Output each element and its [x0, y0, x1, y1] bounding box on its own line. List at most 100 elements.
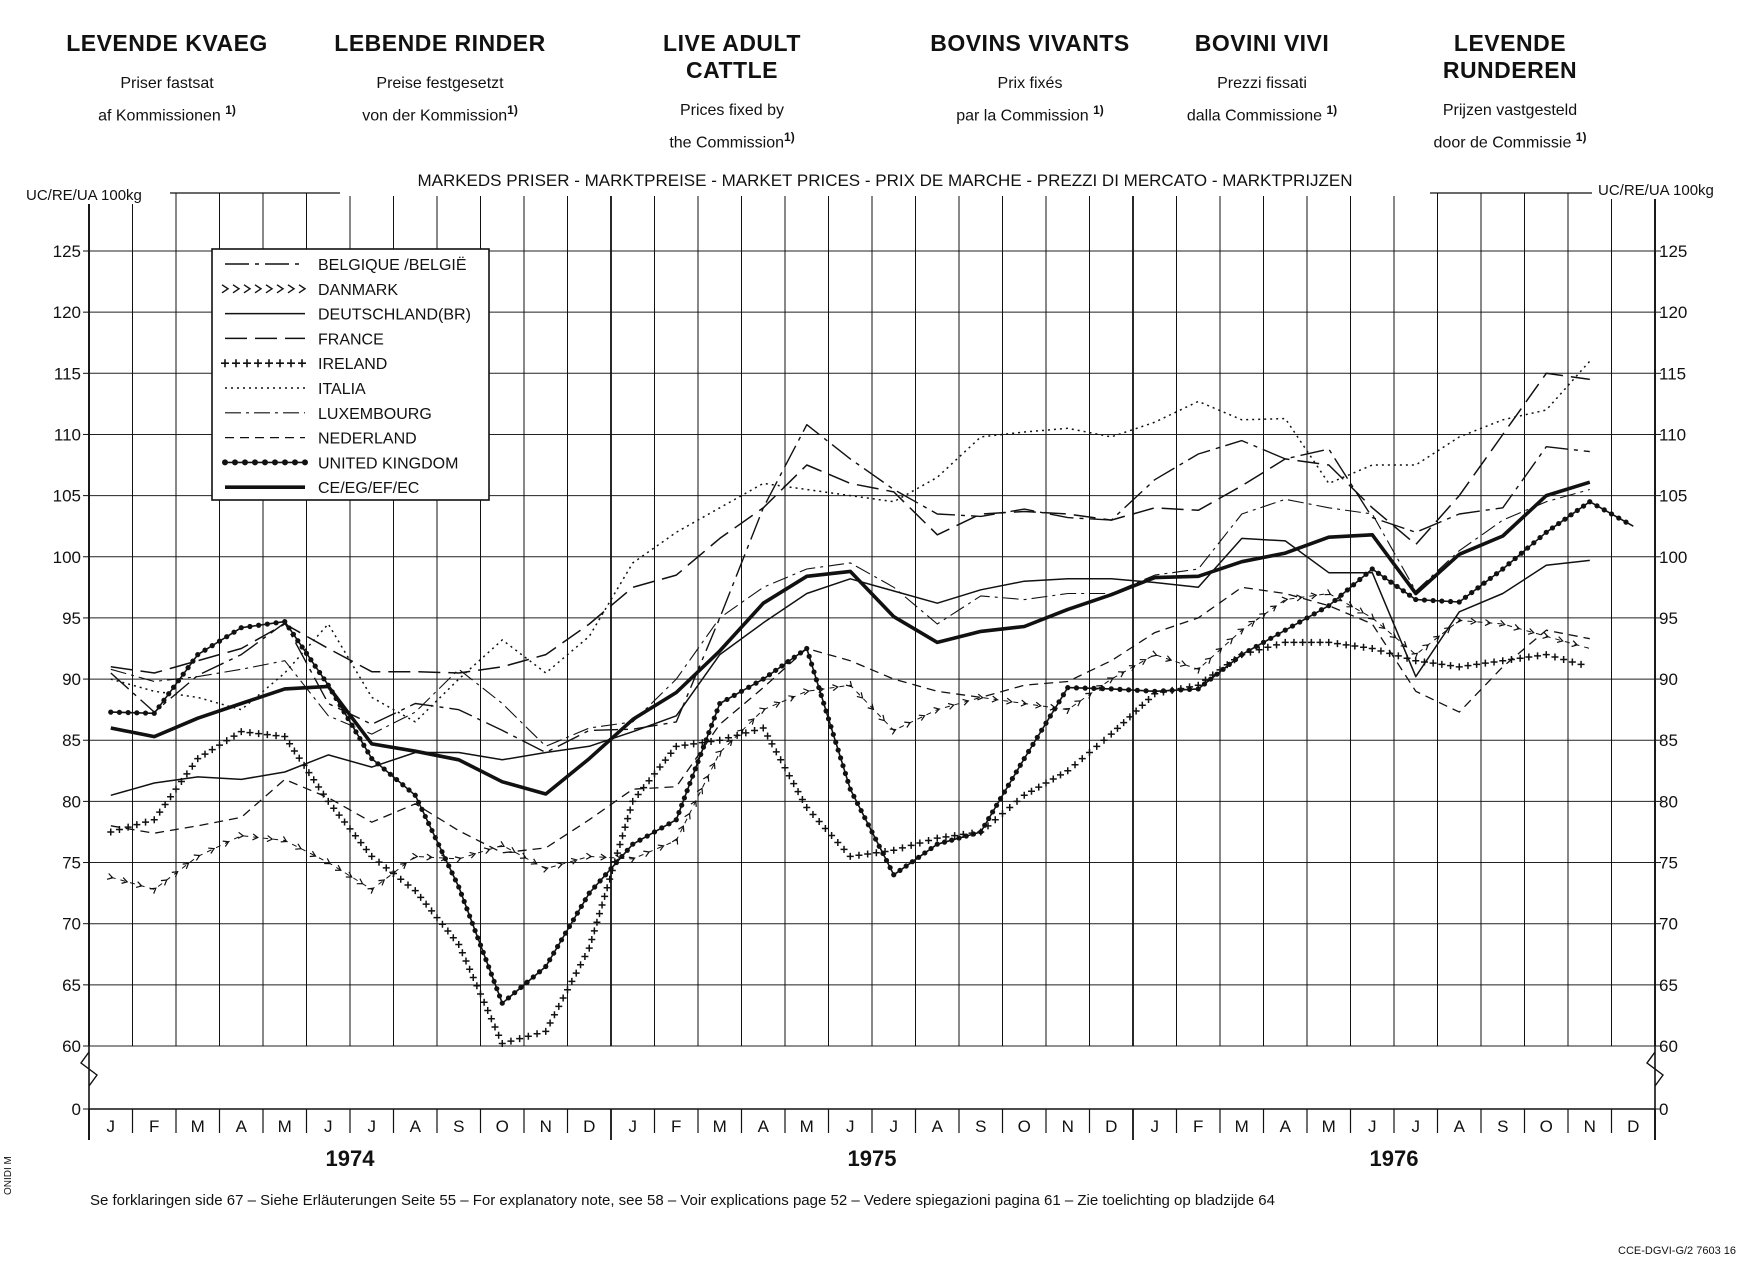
series-nederland — [110, 586, 1590, 854]
series-point — [462, 957, 470, 965]
series-point — [1351, 582, 1357, 588]
series-point — [797, 650, 804, 656]
series-point — [772, 748, 780, 756]
series-point — [530, 974, 536, 980]
series-point — [1325, 638, 1333, 646]
series-point — [1226, 661, 1232, 668]
legend-label: CE/EG/EF/EC — [318, 480, 419, 497]
series-point — [977, 693, 984, 701]
series-point — [1332, 597, 1338, 604]
series-point — [216, 638, 223, 644]
series-point — [432, 835, 438, 841]
series-point — [458, 891, 465, 897]
month-label: A — [932, 1117, 944, 1136]
series-point — [397, 875, 405, 883]
series-point — [518, 984, 524, 991]
y-tick-label-right: 95 — [1659, 609, 1678, 628]
axis-break-icon — [80, 1051, 98, 1087]
series-point — [559, 994, 567, 1002]
series-point — [773, 701, 781, 708]
month-label: M — [1235, 1117, 1249, 1136]
series-point — [593, 918, 601, 926]
series-point — [125, 709, 131, 716]
series-point — [818, 692, 824, 698]
series-point — [1389, 631, 1397, 639]
series-point — [858, 807, 864, 814]
series-point — [121, 877, 129, 884]
series-point — [365, 749, 371, 755]
header-title: BOVINI VIVI — [1194, 30, 1330, 56]
series-point — [1186, 686, 1193, 692]
header-fr: BOVINS VIVANTS Prix fixés par la Commissi… — [920, 30, 1140, 129]
series-point — [1623, 519, 1629, 525]
series-point — [216, 741, 223, 749]
series-point — [684, 788, 690, 794]
series-point — [390, 870, 397, 878]
y-tick-label-left: 0 — [72, 1100, 81, 1119]
series-point — [507, 1037, 515, 1045]
series-point — [1338, 592, 1344, 598]
legend-swatch — [272, 459, 278, 466]
series-point — [821, 700, 827, 706]
series-point — [426, 853, 433, 861]
series-point — [357, 735, 363, 742]
series-point — [263, 731, 271, 739]
series-point — [1226, 637, 1234, 645]
series-point — [1412, 657, 1420, 665]
series-point — [862, 815, 868, 821]
series-point — [475, 935, 481, 941]
series-point — [581, 952, 589, 960]
series-point — [690, 740, 698, 748]
y-unit-right: UC/RE/UA 100kg — [1598, 182, 1714, 199]
month-label: O — [1018, 1117, 1031, 1136]
series-point — [582, 897, 588, 903]
legend-label: DEUTSCHLAND(BR) — [318, 307, 471, 324]
series-point — [556, 861, 564, 869]
series-point — [1571, 640, 1579, 648]
series-point — [1406, 592, 1413, 598]
month-label: N — [1062, 1117, 1074, 1136]
series-point — [353, 729, 359, 735]
series-point — [1378, 622, 1386, 630]
reference-code: CCE-DGVI-G/2 7603 16 — [1618, 1245, 1736, 1257]
series-point — [536, 969, 543, 975]
series-point — [175, 678, 182, 684]
series-point — [541, 865, 549, 873]
header-title: BOVINS VIVANTS — [930, 30, 1130, 56]
series-point — [978, 829, 984, 835]
series-point — [1253, 643, 1259, 650]
series-point — [1009, 775, 1015, 782]
series-point — [150, 816, 158, 824]
series-point — [637, 837, 643, 843]
series-point — [790, 780, 798, 788]
series-point — [290, 631, 297, 637]
series-point — [1086, 748, 1093, 756]
series-point — [193, 854, 201, 861]
series-point — [1473, 660, 1481, 668]
series-point — [316, 669, 323, 676]
month-label: J — [368, 1117, 377, 1136]
series-point — [1006, 804, 1014, 811]
series-point — [781, 764, 789, 772]
series-luxembourg — [110, 488, 1590, 747]
series-point — [666, 821, 672, 827]
series-point — [880, 850, 886, 856]
legend-swatch — [276, 284, 285, 294]
series-point — [626, 806, 634, 814]
series-point — [837, 755, 844, 761]
y-tick-label-left: 60 — [62, 1037, 81, 1056]
series-point — [708, 722, 715, 728]
series-point — [464, 906, 470, 912]
series-point — [255, 730, 263, 738]
series-point — [616, 841, 624, 849]
series-point — [777, 756, 785, 764]
series-point — [903, 863, 909, 869]
series-point — [1160, 688, 1167, 694]
legend-label: LUXEMBOURG — [318, 406, 432, 423]
month-label: J — [324, 1117, 333, 1136]
series-point — [106, 873, 114, 880]
series-point — [412, 792, 418, 798]
series-point — [1498, 619, 1506, 627]
series-point — [690, 799, 697, 807]
series-point — [309, 850, 317, 858]
